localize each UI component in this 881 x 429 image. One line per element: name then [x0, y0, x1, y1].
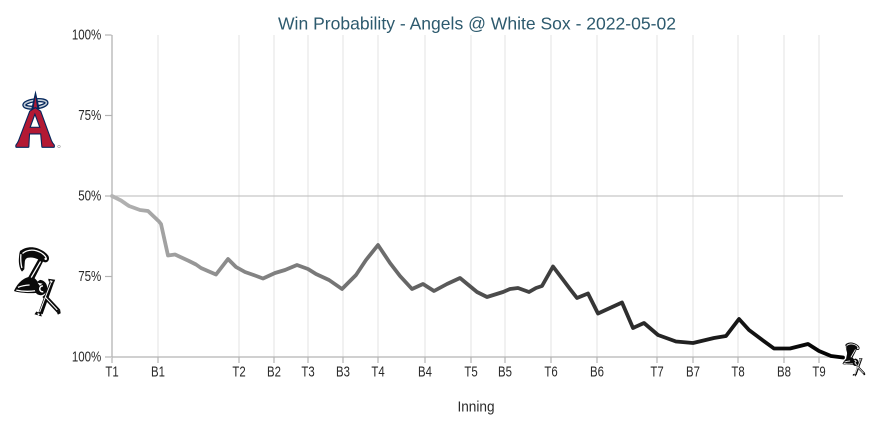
svg-text:B8: B8 — [777, 363, 791, 380]
svg-text:100%: 100% — [72, 26, 102, 43]
svg-text:T7: T7 — [650, 363, 663, 380]
svg-text:T2: T2 — [232, 363, 245, 380]
svg-text:T5: T5 — [464, 363, 477, 380]
svg-text:T8: T8 — [731, 363, 744, 380]
svg-text:B7: B7 — [686, 363, 700, 380]
svg-text:50%: 50% — [78, 187, 101, 204]
svg-text:Win Probability - Angels @ Whi: Win Probability - Angels @ White Sox - 2… — [278, 13, 676, 33]
svg-text:B3: B3 — [336, 363, 350, 380]
svg-text:T9: T9 — [812, 363, 825, 380]
svg-text:T4: T4 — [371, 363, 384, 380]
svg-text:B2: B2 — [267, 363, 281, 380]
svg-text:B4: B4 — [418, 363, 432, 380]
svg-text:B6: B6 — [590, 363, 604, 380]
svg-text:75%: 75% — [78, 268, 101, 285]
svg-text:T1: T1 — [105, 363, 118, 380]
svg-text:75%: 75% — [78, 107, 101, 124]
svg-text:T6: T6 — [544, 363, 557, 380]
svg-text:B5: B5 — [498, 363, 512, 380]
svg-text:T3: T3 — [301, 363, 314, 380]
svg-text:100%: 100% — [72, 348, 102, 365]
svg-text:Inning: Inning — [457, 399, 494, 416]
svg-text:B1: B1 — [151, 363, 165, 380]
